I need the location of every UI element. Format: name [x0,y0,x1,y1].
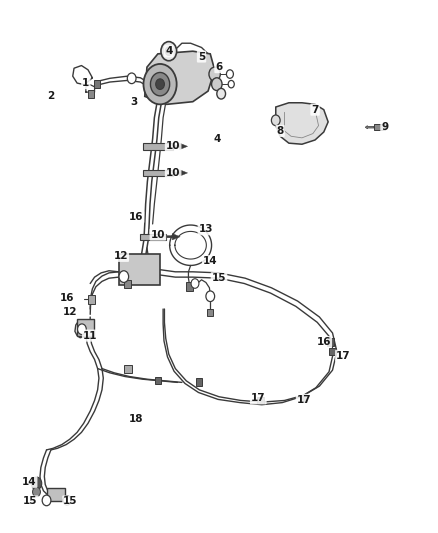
Bar [329,348,336,356]
Bar [124,280,131,288]
Text: 15: 15 [64,496,78,506]
Bar [207,309,213,317]
Circle shape [272,115,280,126]
Text: 17: 17 [297,395,311,405]
Text: 12: 12 [113,251,128,261]
Text: 11: 11 [83,330,97,341]
FancyArrow shape [173,169,187,176]
Circle shape [217,88,226,99]
Bar [327,338,334,346]
Text: 18: 18 [129,414,143,424]
Circle shape [150,72,170,96]
Bar [119,254,160,285]
Bar [374,124,385,131]
Text: 6: 6 [215,62,223,72]
Text: 4: 4 [165,46,173,56]
Text: 9: 9 [381,122,389,132]
Circle shape [206,291,215,302]
FancyArrow shape [365,126,374,129]
Bar [143,169,173,176]
Text: 5: 5 [198,52,205,61]
Circle shape [63,496,71,505]
Text: 12: 12 [64,306,78,317]
Polygon shape [145,51,215,104]
Circle shape [209,67,220,81]
Circle shape [119,271,129,282]
Text: 15: 15 [212,273,226,283]
Text: 10: 10 [166,141,180,151]
Text: 16: 16 [317,337,331,347]
Bar [140,233,166,240]
Text: 16: 16 [129,212,143,222]
Bar [124,366,132,373]
Text: 8: 8 [276,126,284,136]
Text: 3: 3 [130,96,138,107]
Circle shape [31,477,42,490]
Bar [143,143,173,150]
Bar [196,378,202,385]
Text: 16: 16 [60,293,74,303]
Text: 15: 15 [23,496,38,506]
FancyArrow shape [166,233,180,240]
Circle shape [155,79,164,90]
Circle shape [127,73,136,84]
Bar [301,394,307,402]
Bar [88,90,94,98]
Circle shape [165,47,172,55]
Circle shape [32,487,40,497]
Circle shape [191,279,199,288]
Bar [155,376,161,384]
Text: 13: 13 [199,224,213,235]
Circle shape [42,495,51,506]
Circle shape [161,42,177,61]
Circle shape [226,70,233,78]
Bar [94,80,100,88]
Text: 10: 10 [166,168,180,178]
Bar [186,282,193,291]
Text: 1: 1 [82,78,89,88]
Bar [258,397,264,404]
Text: 2: 2 [47,91,54,101]
Bar [46,488,65,502]
FancyArrow shape [173,143,187,150]
Text: 14: 14 [22,477,36,487]
Circle shape [78,324,86,335]
Text: 10: 10 [151,230,165,240]
Text: 17: 17 [251,393,265,403]
Circle shape [212,78,222,91]
Text: 17: 17 [336,351,351,361]
Text: 7: 7 [311,104,319,115]
Text: 4: 4 [213,134,220,144]
Bar [88,295,95,304]
Text: 14: 14 [203,256,218,266]
Circle shape [144,64,177,104]
Bar [77,319,94,336]
Circle shape [228,80,234,88]
Polygon shape [276,103,328,144]
